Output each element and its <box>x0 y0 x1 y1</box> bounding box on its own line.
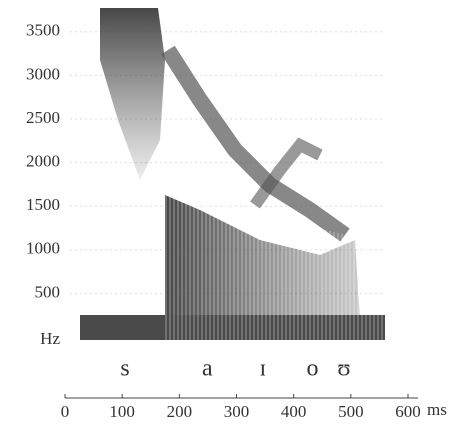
y-tick-label: 2500 <box>26 108 60 127</box>
axes: 500 1000 1500 2000 2500 3000 3500 Hz 0 100 200 300 4… <box>26 21 447 421</box>
y-tick-label: 3000 <box>26 64 60 83</box>
frication-noise <box>100 8 165 180</box>
spectrogram <box>80 8 385 340</box>
y-unit: Hz <box>40 329 60 348</box>
segment-label: o <box>307 356 319 382</box>
segment-label: a <box>202 356 213 382</box>
segment-label: ʊ <box>337 356 350 382</box>
y-tick-label: 3500 <box>26 21 60 40</box>
y-tick-label: 1500 <box>26 195 60 214</box>
voice-bar <box>80 315 385 340</box>
vowel-energy <box>165 195 360 320</box>
x-tick-label: 500 <box>338 402 364 421</box>
segment-label: s <box>120 356 129 382</box>
x-tick-label: 0 <box>61 402 70 421</box>
x-tick-label: 600 <box>395 402 421 421</box>
y-tick-label: 1000 <box>26 239 60 258</box>
formant-rising <box>250 137 323 209</box>
x-unit: ms <box>427 400 447 419</box>
striations <box>165 190 383 340</box>
x-tick-label: 200 <box>167 402 193 421</box>
formant-falling <box>161 45 350 242</box>
x-tick-label: 100 <box>109 402 135 421</box>
y-tick-label: 500 <box>35 282 61 301</box>
x-tick-label: 400 <box>281 402 307 421</box>
x-tick-label: 300 <box>224 402 250 421</box>
segment-label: ɪ <box>259 356 266 382</box>
y-tick-label: 2000 <box>26 152 60 171</box>
